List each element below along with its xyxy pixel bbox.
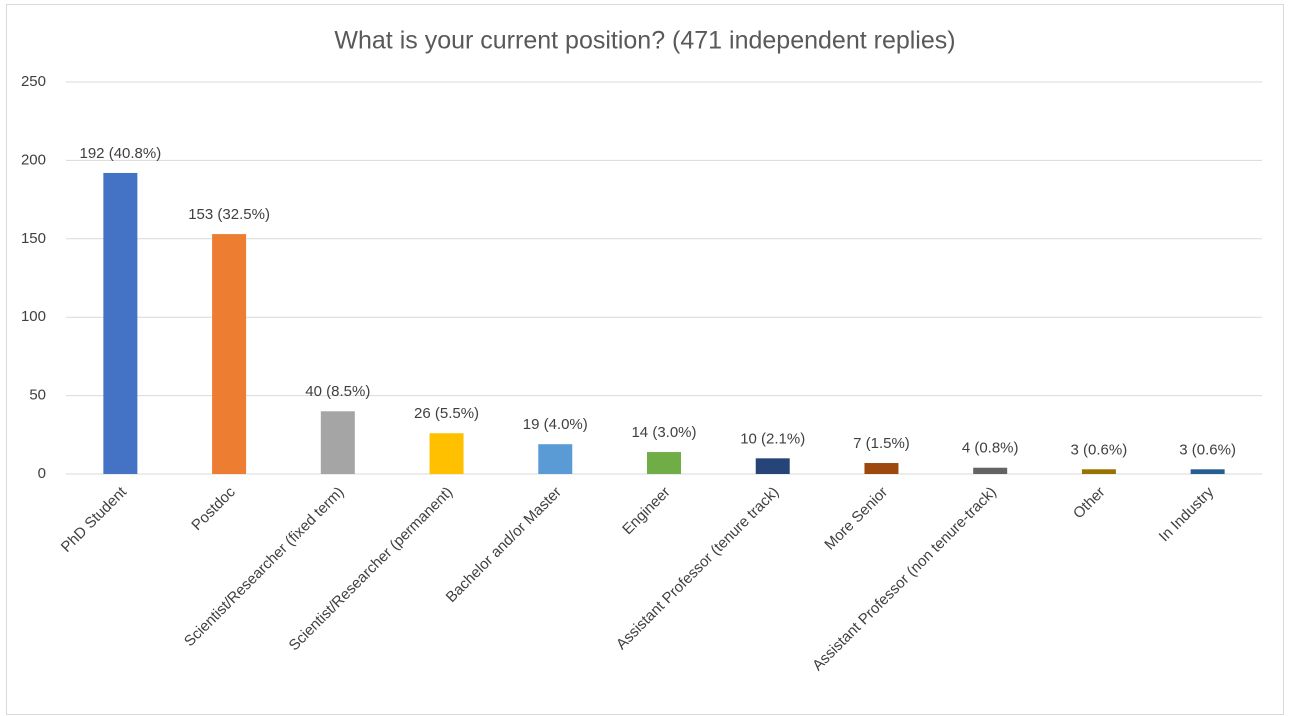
bar [538, 444, 573, 474]
chart-title: What is your current position? (471 inde… [334, 27, 955, 55]
data-label: 3 (0.6%) [1179, 441, 1236, 458]
bar [647, 452, 681, 474]
data-label: 10 (2.1%) [740, 430, 805, 447]
y-tick-label: 150 [21, 230, 46, 247]
data-label: 4 (0.8%) [962, 440, 1019, 457]
y-tick-label: 0 [38, 465, 46, 482]
y-tick-label: 50 [29, 387, 46, 404]
y-tick-label: 250 [21, 73, 46, 90]
bar [429, 433, 464, 474]
y-tick-label: 100 [21, 308, 46, 325]
data-label: 40 (8.5%) [305, 383, 370, 400]
data-label: 19 (4.0%) [523, 416, 588, 433]
bar [103, 172, 138, 474]
data-label: 7 (1.5%) [853, 435, 910, 452]
data-label: 192 (40.8%) [80, 145, 162, 162]
bar [320, 411, 355, 474]
bar [212, 234, 247, 474]
data-label: 26 (5.5%) [414, 405, 479, 422]
data-label: 153 (32.5%) [188, 206, 270, 223]
bar [1081, 469, 1116, 474]
bar [1190, 469, 1225, 474]
bar [864, 463, 899, 474]
data-label: 14 (3.0%) [631, 424, 696, 441]
data-label: 3 (0.6%) [1071, 441, 1128, 458]
bar [755, 458, 790, 474]
bar [973, 467, 1008, 474]
y-tick-label: 200 [21, 151, 46, 168]
